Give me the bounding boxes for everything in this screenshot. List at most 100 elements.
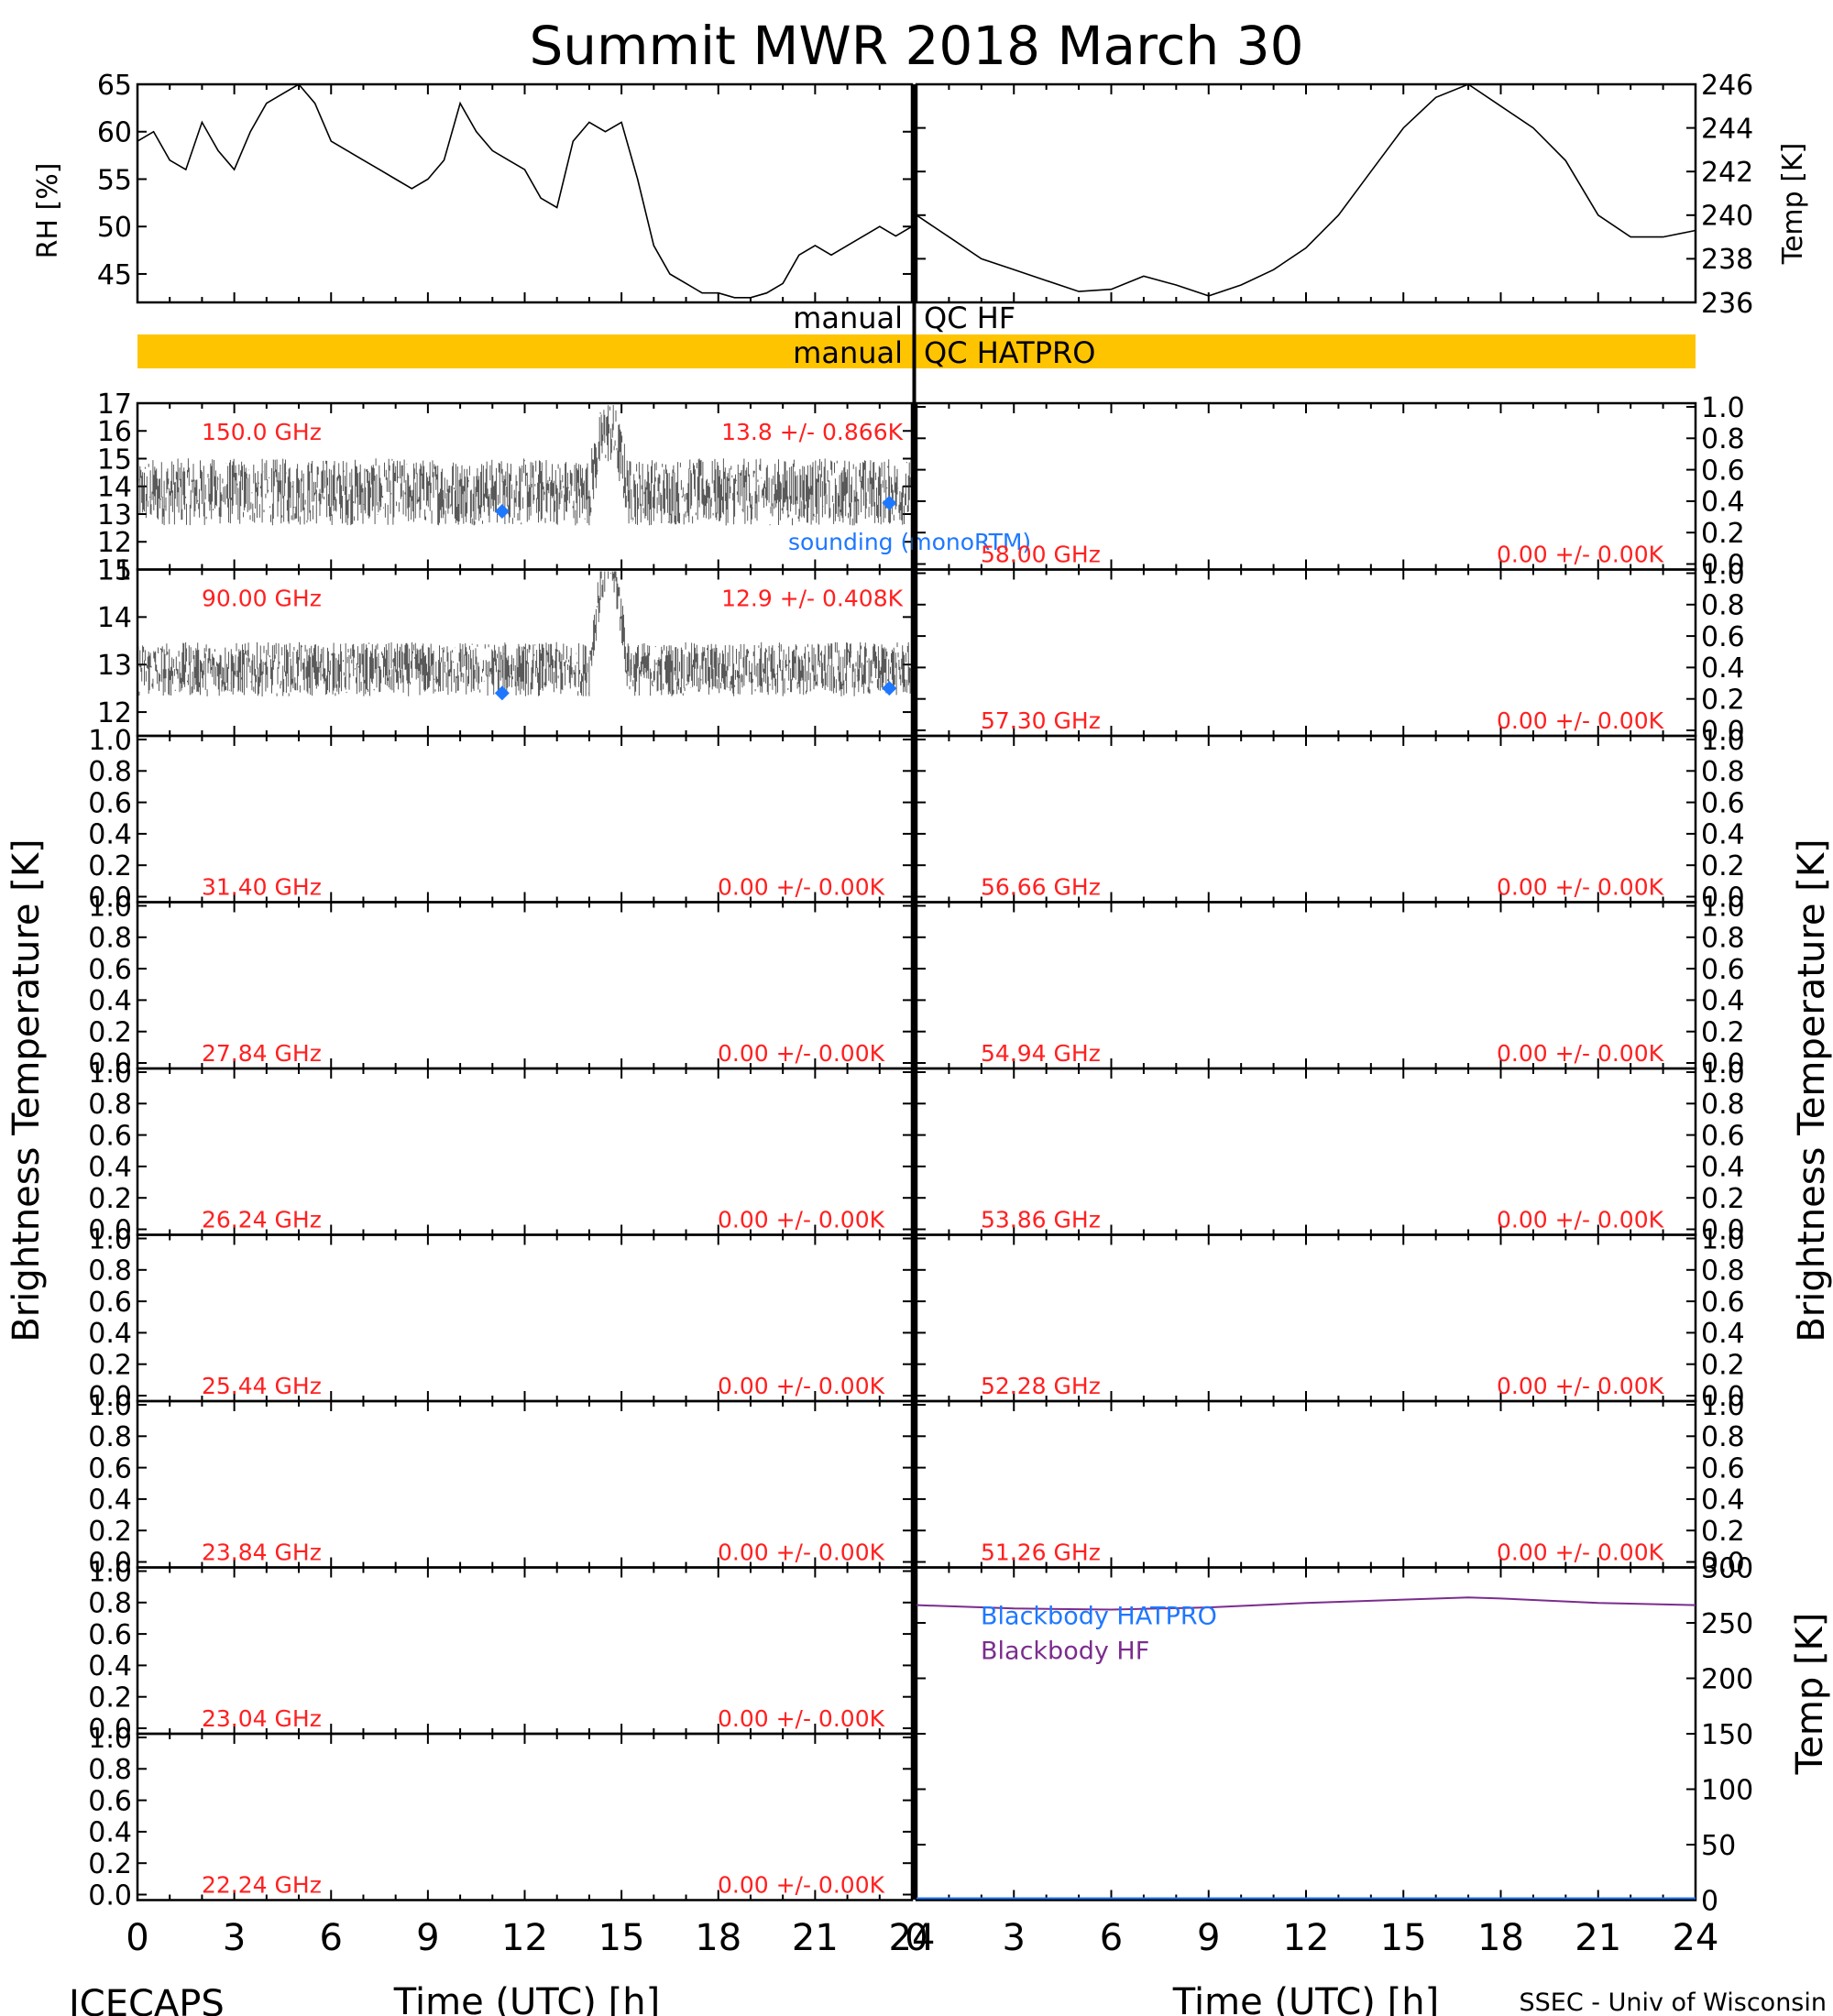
tb-150-ytick-label: 15: [97, 444, 132, 476]
tb-90-stats-label: 12.9 +/- 0.408K: [721, 586, 904, 612]
rh-ytick-label: 65: [97, 70, 132, 102]
left-panel-ytick-label: 0.8: [88, 1588, 132, 1620]
right-panel-ytick-label: 0.0: [1701, 549, 1745, 581]
rh-series-line: [137, 82, 913, 299]
left-panel-stats-label: 0.00 +/- 0.00K: [718, 1373, 885, 1399]
right-panel-frequency-label: 54.94 GHz: [981, 1040, 1101, 1067]
left-panel-stats-label: 0.00 +/- 0.00K: [718, 1207, 885, 1233]
temp-ytick-label: 236: [1701, 288, 1753, 320]
tb-150-data-trace: [137, 405, 912, 526]
x-tick-label-left: 0: [126, 1917, 148, 1959]
x-tick-label-right: 0: [905, 1917, 927, 1959]
left-panel-frequency-label: 27.84 GHz: [202, 1040, 322, 1067]
temp-axis-label: Temp [K]: [1777, 143, 1809, 266]
left-panel-ytick-label: 0.4: [88, 1650, 132, 1682]
tb-90-ytick-label: 13: [97, 650, 132, 682]
left-panel-ytick-label: 0.8: [88, 1421, 132, 1453]
left-panel-ytick-label: 0.6: [88, 1120, 132, 1152]
right-panel-frequency-label: 57.30 GHz: [981, 707, 1101, 734]
left-panel-ytick-label: 1.0: [88, 1390, 132, 1422]
left-panel-ytick-label: 0.2: [88, 850, 132, 882]
left-panel-stats-label: 0.00 +/- 0.00K: [718, 874, 885, 901]
qc-hatpro-label-right: QC HATPRO: [924, 335, 1095, 370]
qc-hf-label-right: QC HF: [924, 301, 1015, 335]
temp-ytick-label: 240: [1701, 201, 1753, 233]
left-panel-ytick-label: 0.8: [88, 756, 132, 788]
left-panel-frequency-label: 23.04 GHz: [202, 1705, 322, 1732]
left-panel-ytick-label: 0.8: [88, 1089, 132, 1121]
blackbody-ytick-label: 0: [1701, 1885, 1718, 1917]
right-panel-ytick-label: 1.0: [1701, 1223, 1745, 1255]
left-panel-ytick-label: 0.4: [88, 1152, 132, 1184]
tb-150-ytick-label: 17: [97, 389, 132, 421]
x-tick-label-right: 3: [1003, 1917, 1026, 1959]
right-panel-stats-label: 0.00 +/- 0.00K: [1497, 1539, 1664, 1566]
tb-150-ytick-label: 16: [97, 416, 132, 448]
right-panel-ytick-label: 0.8: [1701, 1255, 1745, 1287]
tb-90-ytick-label: 12: [97, 697, 132, 729]
right-panel-ytick-label: 1.0: [1701, 558, 1745, 590]
right-panel-ytick-label: 0.2: [1701, 1350, 1745, 1382]
blackbody-hatpro-legend: Blackbody HATPRO: [981, 1603, 1217, 1631]
right-panel-ytick-label: 0.6: [1701, 787, 1745, 819]
right-panel-ytick-label: 0.6: [1701, 1452, 1745, 1485]
tb-90-sounding-marker: [494, 685, 510, 701]
rh-ytick-label: 60: [97, 117, 132, 149]
left-panel-ytick-label: 1.0: [88, 725, 132, 757]
blackbody-ytick-label: 100: [1701, 1774, 1753, 1806]
right-panel-ytick-label: 1.0: [1701, 725, 1745, 757]
left-panel-stats-label: 0.00 +/- 0.00K: [718, 1040, 885, 1067]
left-panel-ytick-label: 0.2: [88, 1682, 132, 1715]
blackbody-ytick-label: 200: [1701, 1663, 1753, 1695]
right-panel-stats-label: 0.00 +/- 0.00K: [1497, 707, 1664, 734]
x-tick-label-left: 9: [416, 1917, 439, 1959]
right-panel-ytick-label: 0.0: [1701, 1214, 1745, 1246]
qc-hf-label-left: manual: [793, 301, 903, 335]
left-panel-ytick-label: 0.4: [88, 1318, 132, 1350]
left-panel-frequency-label: 22.24 GHz: [202, 1872, 322, 1899]
qc-hatpro-bar: [137, 334, 1696, 368]
left-panel-ytick-label: 0.0: [88, 1714, 132, 1746]
right-panel-ytick-label: 0.6: [1701, 1120, 1745, 1152]
x-axis-label-right: Time (UTC) [h]: [1172, 1981, 1439, 2016]
rh-ytick-label: 55: [97, 164, 132, 196]
right-panel-ytick-label: 0.8: [1701, 423, 1745, 455]
right-panel-stats-label: 0.00 +/- 0.00K: [1497, 874, 1664, 901]
tb-90-ytick-label: 15: [97, 554, 132, 586]
right-panel-ytick-label: 1.0: [1701, 1057, 1745, 1090]
x-tick-label-right: 18: [1477, 1917, 1524, 1959]
tb-150-sounding-marker: [494, 503, 510, 519]
left-panel-ytick-label: 0.8: [88, 1255, 132, 1287]
right-panel-stats-label: 0.00 +/- 0.00K: [1497, 1207, 1664, 1233]
x-tick-label-right: 6: [1100, 1917, 1123, 1959]
labels-layer: Brightness Temperature [K] Brightness Te…: [5, 143, 1833, 2016]
left-panel-ytick-label: 0.0: [88, 1048, 132, 1080]
sounding-legend-label: sounding (monoRTM): [788, 529, 1031, 555]
right-panel-ytick-label: 0.0: [1701, 716, 1745, 748]
right-panel-ytick-label: 0.4: [1701, 819, 1745, 851]
right-panel-ytick-label: 0.6: [1701, 621, 1745, 653]
x-tick-label-left: 12: [501, 1917, 548, 1959]
left-panel-ytick-label: 1.0: [88, 1556, 132, 1588]
left-panel-ytick-label: 0.2: [88, 1183, 132, 1215]
left-panel-ytick-label: 0.2: [88, 1017, 132, 1049]
x-tick-label-left: 18: [695, 1917, 741, 1959]
right-panel-ytick-label: 1.0: [1701, 392, 1745, 424]
tb-90-sounding-marker: [882, 681, 897, 696]
tb-150-stats-label: 13.8 +/- 0.866K: [721, 419, 904, 445]
x-tick-label-right: 12: [1283, 1917, 1330, 1959]
rh-ytick-label: 45: [97, 259, 132, 291]
right-panel-frequency-label: 53.86 GHz: [981, 1207, 1101, 1233]
tb-150-ytick-label: 11: [97, 554, 132, 586]
left-panel-ytick-label: 0.6: [88, 1452, 132, 1485]
left-panel-ytick-label: 0.6: [88, 1287, 132, 1319]
right-panel-ytick-label: 0.0: [1701, 1381, 1745, 1413]
right-panel-ytick-label: 0.6: [1701, 1287, 1745, 1319]
right-panel-ytick-label: 0.4: [1701, 985, 1745, 1017]
left-panel-ytick-label: 0.4: [88, 1485, 132, 1517]
temp-ytick-label: 246: [1701, 70, 1753, 102]
right-panel-ytick-label: 0.0: [1701, 1547, 1745, 1579]
right-panel-ytick-label: 0.8: [1701, 590, 1745, 622]
left-panel-ytick-label: 0.6: [88, 954, 132, 986]
